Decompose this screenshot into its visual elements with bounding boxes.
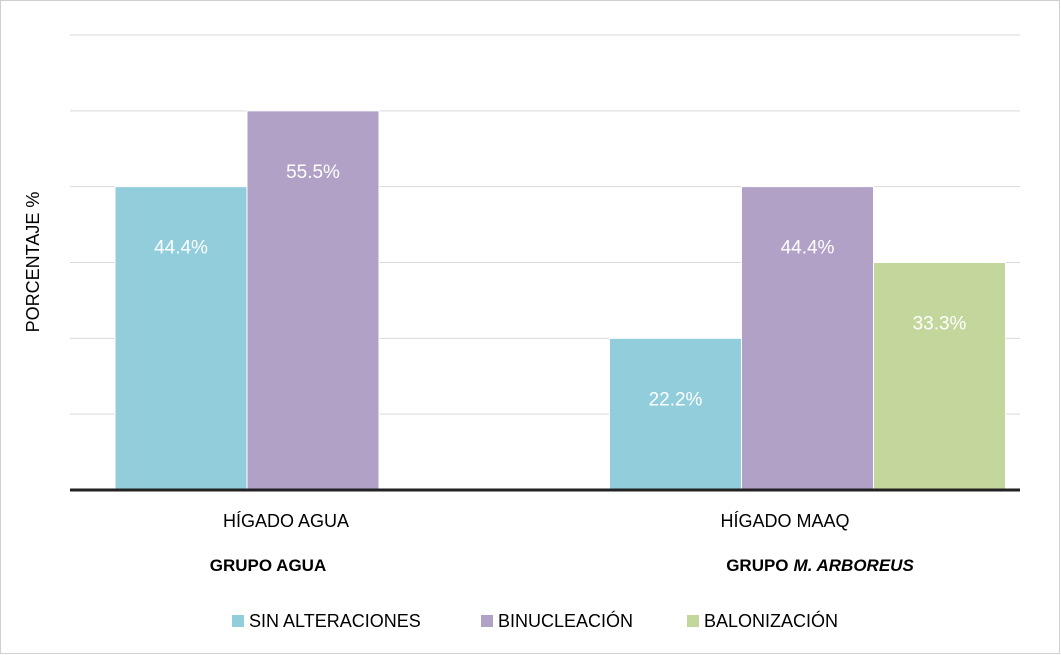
value-label: 22.2% xyxy=(649,389,703,410)
legend-swatch xyxy=(232,615,244,627)
bar xyxy=(741,186,874,491)
y-axis-label: PORCENTAJE % xyxy=(23,192,43,333)
group-label: GRUPO M. ARBOREUS xyxy=(726,556,914,575)
legend-label: BALONIZACIÓN xyxy=(704,610,838,631)
legend-label: SIN ALTERACIONES xyxy=(249,611,421,631)
value-label: 55.5% xyxy=(286,162,340,183)
legend-swatch xyxy=(481,615,493,627)
group-label-part: GRUPO xyxy=(726,556,788,575)
value-label: 44.4% xyxy=(154,238,208,259)
bar xyxy=(114,186,248,491)
group-label: GRUPO AGUA xyxy=(210,556,327,575)
value-label: 44.4% xyxy=(781,238,835,259)
group-label-part: M. ARBOREUS xyxy=(794,556,915,575)
legend-label: BINUCLEACIÓN xyxy=(498,610,633,631)
legend-swatch xyxy=(687,615,699,627)
bar xyxy=(609,337,742,491)
bar xyxy=(873,262,1006,491)
x-tick-label: HÍGADO MAAQ xyxy=(720,511,849,531)
bar xyxy=(246,110,380,491)
x-tick-label: HÍGADO AGUA xyxy=(223,511,349,531)
value-label: 33.3% xyxy=(913,314,967,335)
group-label-part: GRUPO AGUA xyxy=(210,556,327,575)
